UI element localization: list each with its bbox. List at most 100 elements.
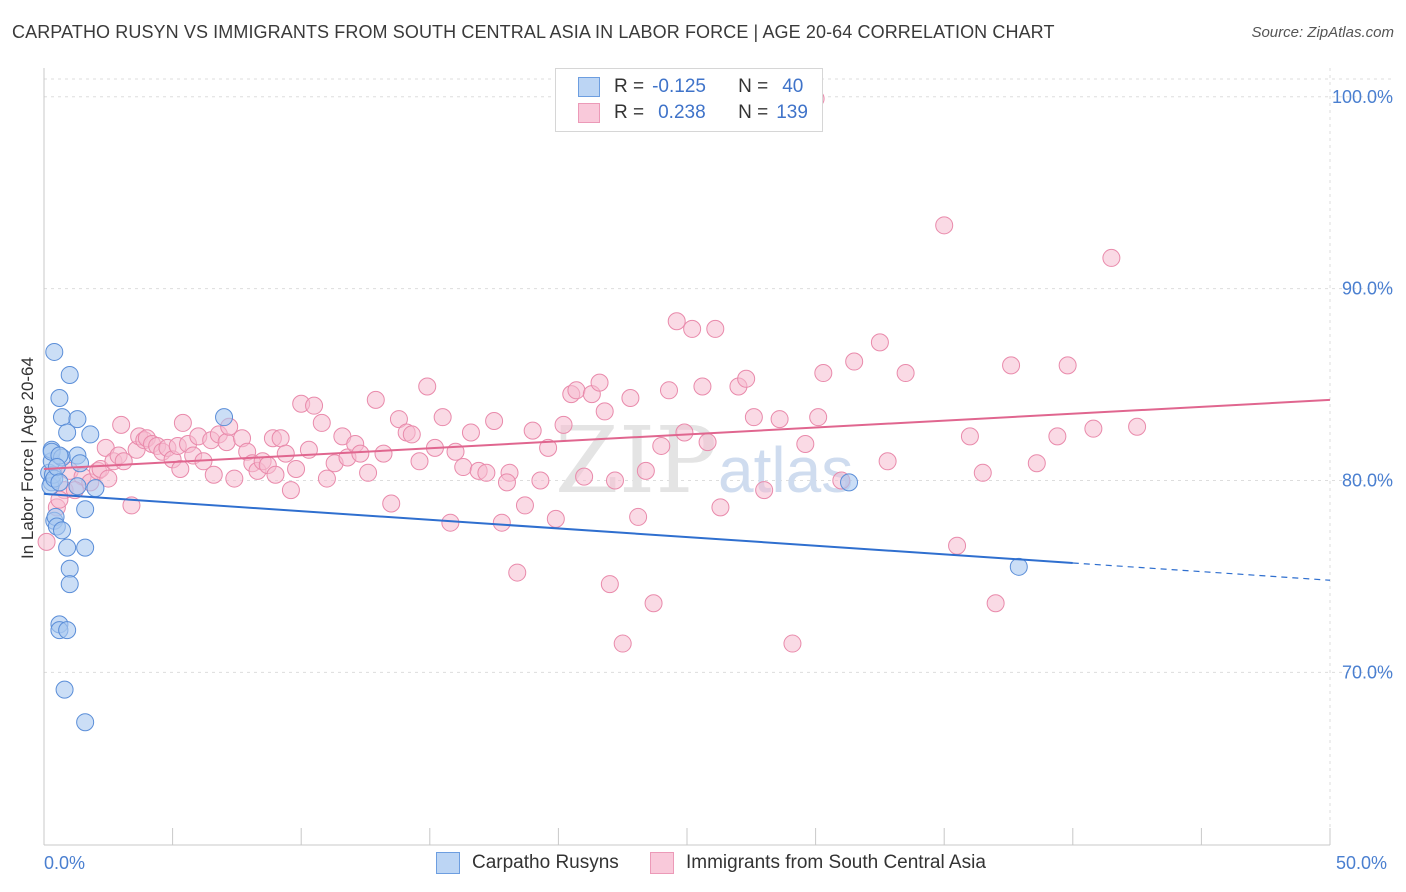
data-point-carpatho-rusyn (68, 410, 87, 429)
data-point-south-central-asia (402, 425, 421, 444)
data-point-south-central-asia (706, 319, 725, 338)
blue-swatch (578, 77, 600, 97)
watermark-atlas: atlas (718, 434, 853, 506)
legend-r-label: R = (614, 102, 645, 123)
legend-label-series1: Carpatho Rusyns (472, 852, 619, 873)
data-point-carpatho-rusyn (60, 365, 79, 384)
data-point-south-central-asia (683, 319, 702, 338)
data-point-south-central-asia (770, 410, 789, 429)
data-point-south-central-asia (441, 513, 460, 532)
y-tick-label: 100.0% (1332, 87, 1393, 107)
y-tick-label: 80.0% (1342, 470, 1393, 490)
data-point-south-central-asia (590, 373, 609, 392)
data-point-south-central-asia (122, 496, 141, 515)
data-point-south-central-asia (809, 408, 828, 427)
data-point-south-central-asia (366, 390, 385, 409)
trend-line-carpatho-rusyn-extension (1072, 562, 1331, 581)
data-point-south-central-asia (497, 473, 516, 492)
data-point-south-central-asia (546, 509, 565, 528)
data-point-south-central-asia (755, 481, 774, 500)
data-point-south-central-asia (896, 364, 915, 383)
data-point-carpatho-rusyn (68, 477, 87, 496)
data-point-south-central-asia (986, 594, 1005, 613)
blue-series-points (40, 342, 1028, 732)
data-point-south-central-asia (675, 423, 694, 442)
pink-series-points (37, 89, 1147, 653)
data-point-south-central-asia (204, 465, 223, 484)
data-point-south-central-asia (1058, 356, 1077, 375)
data-point-south-central-asia (389, 410, 408, 429)
data-point-south-central-asia (485, 412, 504, 431)
data-point-south-central-asia (737, 369, 756, 388)
data-point-carpatho-rusyn (71, 454, 90, 473)
legend-n-value: 40 (782, 76, 804, 97)
data-point-south-central-asia (112, 415, 131, 434)
legend-label-series2: Immigrants from South Central Asia (686, 852, 986, 873)
data-point-south-central-asia (531, 471, 550, 490)
data-point-south-central-asia (1027, 454, 1046, 473)
data-point-south-central-asia (523, 421, 542, 440)
blue-swatch (436, 852, 460, 874)
data-point-south-central-asia (266, 465, 285, 484)
data-point-south-central-asia (744, 408, 763, 427)
y-tick-label: 90.0% (1342, 279, 1393, 299)
data-point-south-central-asia (508, 563, 527, 582)
data-point-south-central-asia (1128, 417, 1147, 436)
data-point-south-central-asia (659, 381, 678, 400)
data-point-carpatho-rusyn (50, 388, 69, 407)
data-point-carpatho-rusyn (58, 538, 77, 557)
watermark-zip: ZIP (555, 407, 717, 514)
axes (43, 68, 1331, 846)
data-point-south-central-asia (960, 427, 979, 446)
data-point-south-central-asia (276, 444, 295, 463)
data-point-south-central-asia (312, 413, 331, 432)
data-point-south-central-asia (382, 494, 401, 513)
data-point-south-central-asia (359, 463, 378, 482)
legend-item-south-central-asia: Immigrants from South Central Asia (650, 852, 986, 874)
data-point-carpatho-rusyn (76, 500, 95, 519)
legend-n-label: N = (738, 102, 769, 123)
data-point-south-central-asia (461, 423, 480, 442)
data-point-carpatho-rusyn (215, 408, 234, 427)
data-point-south-central-asia (698, 433, 717, 452)
data-point-south-central-asia (667, 312, 686, 331)
data-point-south-central-asia (317, 469, 336, 488)
data-point-south-central-asia (492, 513, 511, 532)
data-point-carpatho-rusyn (1009, 557, 1028, 576)
data-point-south-central-asia (1084, 419, 1103, 438)
data-point-carpatho-rusyn (60, 575, 79, 594)
data-point-south-central-asia (783, 634, 802, 653)
data-point-south-central-asia (173, 413, 192, 432)
trend-line-south-central-asia (43, 398, 1331, 470)
data-point-carpatho-rusyn (840, 473, 859, 492)
chart-title: CARPATHO RUSYN VS IMMIGRANTS FROM SOUTH … (12, 22, 1055, 42)
data-point-carpatho-rusyn (81, 425, 100, 444)
data-point-south-central-asia (605, 471, 624, 490)
x-min-label: 0.0% (44, 853, 86, 873)
legend-n-label: N = (738, 76, 769, 97)
legend-r-value: -0.125 (652, 76, 706, 97)
data-point-south-central-asia (281, 481, 300, 500)
data-point-carpatho-rusyn (76, 538, 95, 557)
data-point-south-central-asia (878, 452, 897, 471)
legend-item-carpatho-rusyns: Carpatho Rusyns (436, 852, 619, 874)
data-point-south-central-asia (613, 634, 632, 653)
pink-swatch (650, 852, 674, 874)
legend-r-value: 0.238 (658, 102, 706, 123)
data-point-south-central-asia (217, 433, 236, 452)
y-tick-label: 70.0% (1342, 662, 1393, 682)
data-point-south-central-asia (575, 467, 594, 486)
trend-line-carpatho-rusyn (43, 492, 1073, 564)
data-point-south-central-asia (1002, 356, 1021, 375)
data-point-south-central-asia (935, 216, 954, 235)
y-tick-labels: 70.0% 80.0% 90.0% 100.0% (1332, 87, 1393, 683)
data-point-south-central-asia (845, 352, 864, 371)
data-point-carpatho-rusyn (53, 408, 72, 427)
data-point-south-central-asia (171, 459, 190, 478)
watermark: ZIP atlas (555, 407, 853, 514)
data-point-south-central-asia (351, 444, 370, 463)
data-point-south-central-asia (515, 496, 534, 515)
data-point-carpatho-rusyn (60, 559, 79, 578)
legend-row-blue: R = -0.125 N = 40 (578, 75, 803, 99)
